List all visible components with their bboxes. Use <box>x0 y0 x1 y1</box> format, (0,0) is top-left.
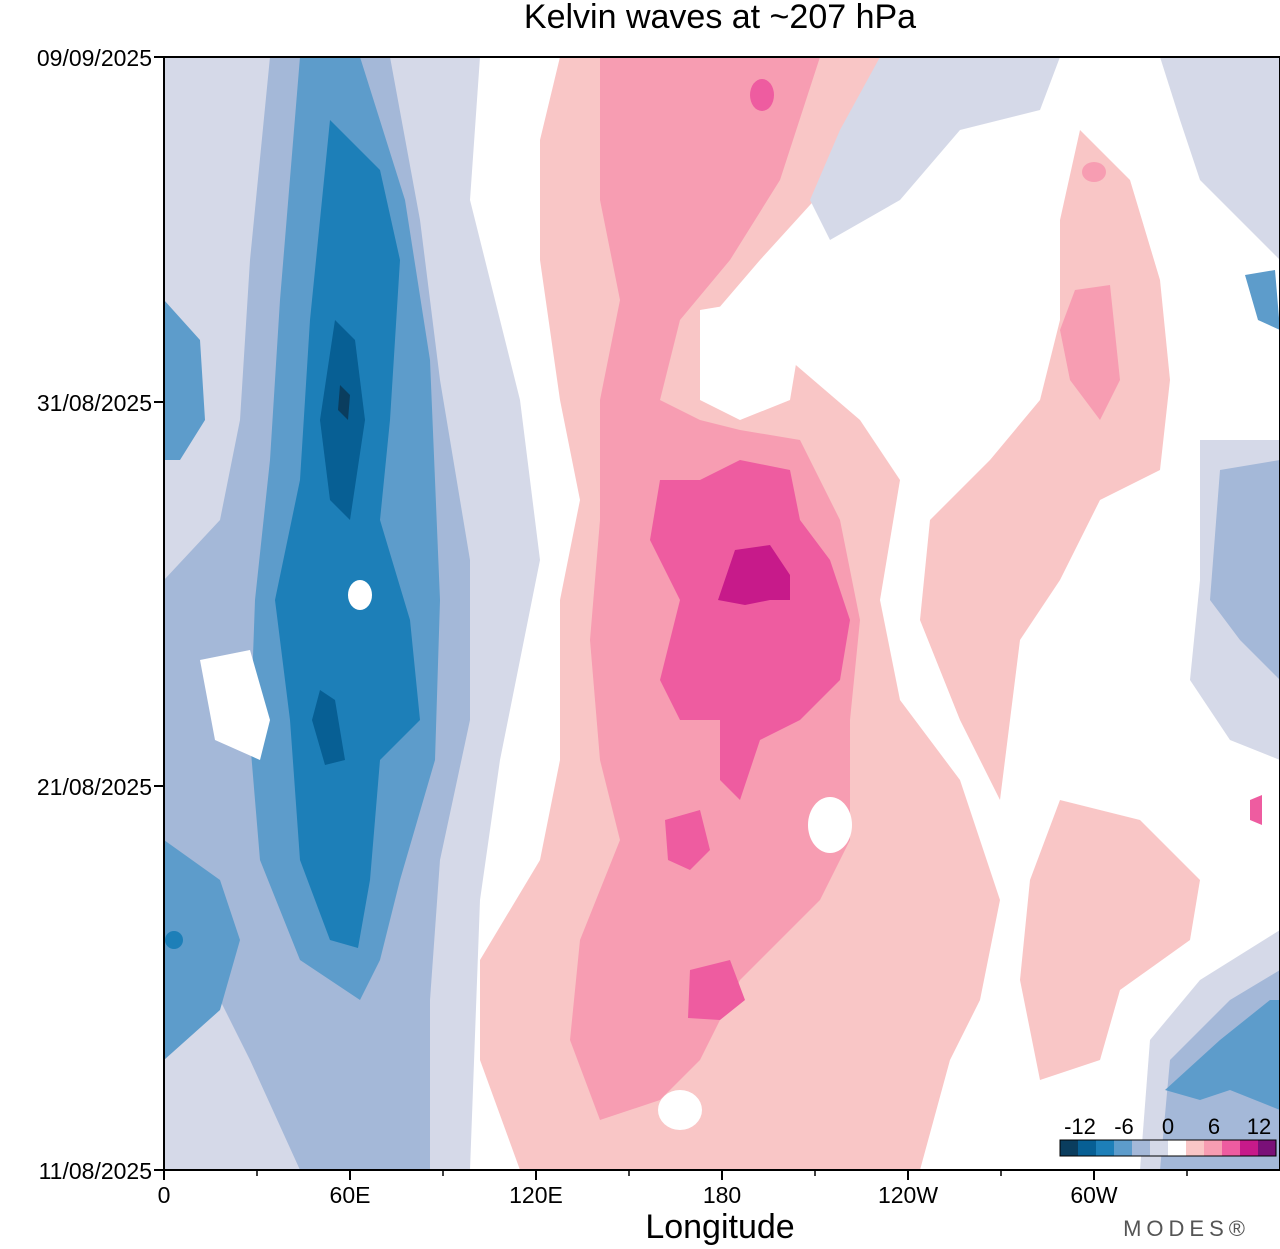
x-tick-label: 0 <box>158 1182 171 1208</box>
x-axis-label: Longitude <box>645 1208 794 1246</box>
colorbar-swatch <box>1258 1140 1277 1156</box>
y-tick-label: 31/08/2025 <box>37 390 152 416</box>
pos-patch-south-east <box>1020 800 1200 1080</box>
pos-contour-l3b <box>665 810 710 870</box>
neg-patch-east-north <box>810 57 1060 240</box>
y-axis: 11/08/2025 21/08/2025 31/08/2025 09/09/2… <box>37 45 164 1184</box>
zero-hole-4 <box>808 797 852 853</box>
x-tick-label: 120W <box>878 1182 938 1208</box>
pos-patch-far-east <box>1250 795 1262 825</box>
colorbar-swatch <box>1132 1140 1151 1156</box>
pos-contour-l3 <box>650 460 850 800</box>
colorbar-frame <box>1059 1139 1277 1157</box>
colorbar-swatch <box>1096 1140 1115 1156</box>
zero-hole-2 <box>348 580 372 610</box>
pos-dot-east <box>1082 162 1106 182</box>
colorbar-swatch <box>1240 1140 1259 1156</box>
colorbar-label: 12 <box>1247 1114 1271 1139</box>
neg-patch-southeast-l3 <box>1165 1000 1280 1110</box>
pos-contour-l4 <box>718 545 790 605</box>
colorbar-swatch <box>1060 1140 1079 1156</box>
colorbar-label: -6 <box>1114 1114 1134 1139</box>
zero-hole-3 <box>700 300 800 420</box>
pos-patch-100w-inner <box>1060 285 1120 420</box>
x-tick-label: 120E <box>509 1182 563 1208</box>
x-tick-label: 180 <box>703 1182 741 1208</box>
x-axis: 0 60E 120E 180 120W 60W <box>158 1170 1188 1208</box>
neg-contour-l6 <box>338 385 350 420</box>
neg-contour-l4 <box>275 120 420 948</box>
contour-field <box>164 57 1280 1170</box>
neg-edge-west <box>164 300 205 460</box>
colorbar-label: 6 <box>1208 1114 1220 1139</box>
y-tick-label: 21/08/2025 <box>37 774 152 800</box>
y-tick-label: 09/09/2025 <box>37 45 152 71</box>
colorbar-label: -12 <box>1064 1114 1096 1139</box>
colorbar-swatch <box>1204 1140 1223 1156</box>
colorbar-swatch <box>1078 1140 1097 1156</box>
zero-hole-5 <box>658 1090 702 1130</box>
colorbar-swatch <box>1168 1140 1187 1156</box>
x-tick-label: 60E <box>330 1182 371 1208</box>
colorbar-swatches <box>1060 1140 1277 1156</box>
zero-hole-1 <box>200 650 270 760</box>
neg-edge-west-b <box>164 840 240 1060</box>
colorbar: -12 -6 0 6 12 <box>1059 1114 1277 1157</box>
colorbar-label: 0 <box>1162 1114 1174 1139</box>
neg-patch-east-mid-c <box>1245 270 1280 330</box>
colorbar-swatch <box>1150 1140 1169 1156</box>
modes-logo: MODES® <box>1123 1216 1250 1241</box>
colorbar-swatch <box>1114 1140 1133 1156</box>
colorbar-swatch <box>1222 1140 1241 1156</box>
neg-dot-west <box>165 931 183 949</box>
colorbar-swatch <box>1186 1140 1205 1156</box>
pos-contour-l3c <box>688 960 745 1020</box>
pos-dot-north <box>750 79 774 111</box>
neg-patch-east-mid-b <box>1210 460 1280 680</box>
x-tick-label: 60W <box>1070 1182 1118 1208</box>
y-tick-label: 11/08/2025 <box>39 1158 152 1184</box>
neg-contour-l5 <box>320 320 365 520</box>
neg-contour-l5b <box>312 690 345 765</box>
chart-title: Kelvin waves at ~207 hPa <box>524 0 916 36</box>
neg-patch-east-north-b <box>1160 57 1280 260</box>
